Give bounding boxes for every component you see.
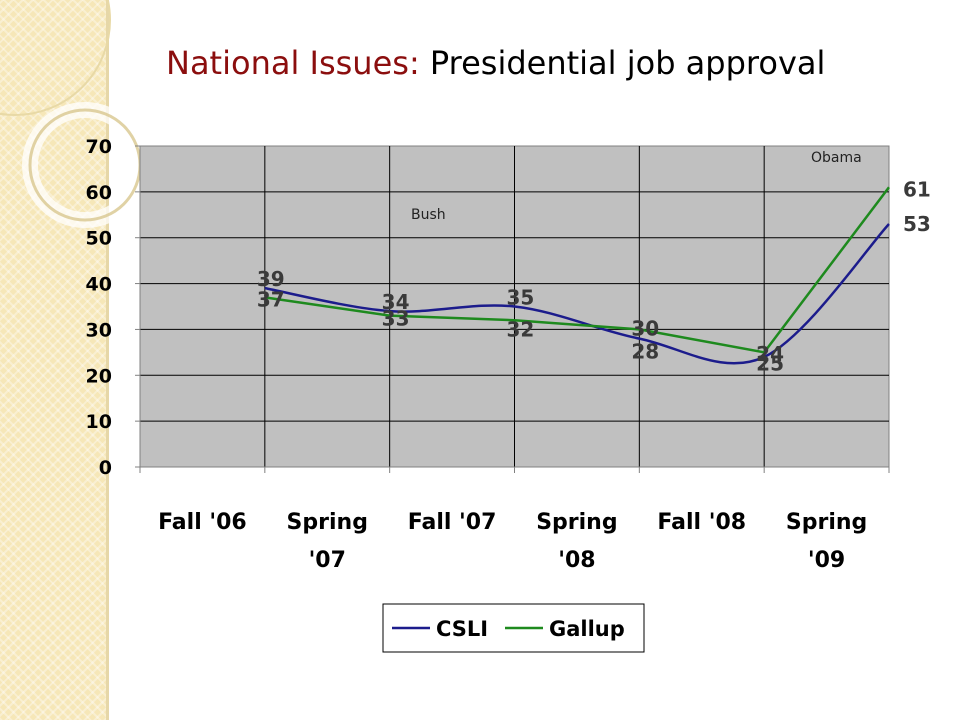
data-label-csli: 35 — [507, 286, 535, 310]
data-label-gallup: 33 — [382, 307, 410, 331]
legend-label-gallup: Gallup — [549, 617, 625, 641]
data-label-csli: 53 — [903, 212, 931, 236]
annotation-bush: Bush — [411, 207, 446, 223]
y-tick-label: 20 — [86, 365, 112, 387]
y-axis: 0 10 20 30 40 50 60 70 — [86, 136, 141, 479]
x-category-label-line: '07 — [309, 548, 346, 573]
side-panel-edge — [106, 0, 109, 720]
x-category-label-line: Spring — [786, 510, 867, 535]
annotation-obama: Obama — [811, 150, 862, 166]
y-tick-label: 0 — [99, 457, 112, 479]
x-category-label: Spring '08 — [536, 510, 617, 573]
gridlines — [140, 146, 889, 467]
data-label-csli: 34 — [382, 290, 410, 314]
x-category-label-line: Spring — [536, 510, 617, 535]
x-category-label: Fall '07 — [408, 510, 497, 535]
legend-label-csli: CSLI — [436, 617, 488, 641]
y-tick-label: 70 — [86, 136, 112, 158]
y-tick-label: 40 — [86, 274, 112, 296]
data-label-csli: 24 — [756, 342, 784, 366]
y-tick-label: 10 — [86, 411, 112, 433]
chart-legend: CSLI Gallup — [382, 603, 645, 653]
slide-title-main: National Issues: — [166, 44, 420, 82]
y-tick-label: 60 — [86, 182, 112, 204]
slide-title: National Issues: Presidential job approv… — [166, 44, 825, 82]
x-category-label: Spring '09 — [786, 510, 867, 573]
x-category-label-line: Fall '08 — [657, 510, 746, 535]
slide-title-sub: Presidential job approval — [419, 44, 826, 82]
series-line-csli — [264, 223, 890, 365]
x-category-label-line: Fall '06 — [158, 510, 247, 535]
data-label-csli: 39 — [257, 267, 285, 291]
x-category-label: Fall '08 — [657, 510, 746, 535]
data-label-gallup: 32 — [507, 317, 535, 341]
deco-arc-top — [0, 0, 111, 116]
x-category-label-line: Fall '07 — [408, 510, 497, 535]
series-line-gallup — [264, 186, 890, 354]
x-axis: Fall '06 Spring '07 Fall '07 Spring '08 Fall '… — [139, 466, 890, 573]
x-category-label-line: '09 — [808, 548, 845, 573]
y-tick-label: 50 — [86, 228, 112, 250]
series-lines — [264, 186, 890, 365]
data-label-csli: 28 — [631, 340, 659, 364]
x-category-label-line: '08 — [558, 548, 595, 573]
data-label-gallup: 61 — [903, 177, 931, 201]
data-label-gallup: 30 — [631, 316, 659, 340]
data-label-gallup: 37 — [257, 287, 285, 311]
x-category-label: Fall '06 — [158, 510, 247, 535]
y-tick-label: 30 — [86, 319, 112, 341]
data-labels: 39 34 35 28 24 53 37 33 32 30 25 61 — [257, 177, 931, 375]
x-category-label: Spring '07 — [287, 510, 368, 573]
x-category-label-line: Spring — [287, 510, 368, 535]
data-label-gallup: 25 — [756, 351, 784, 375]
